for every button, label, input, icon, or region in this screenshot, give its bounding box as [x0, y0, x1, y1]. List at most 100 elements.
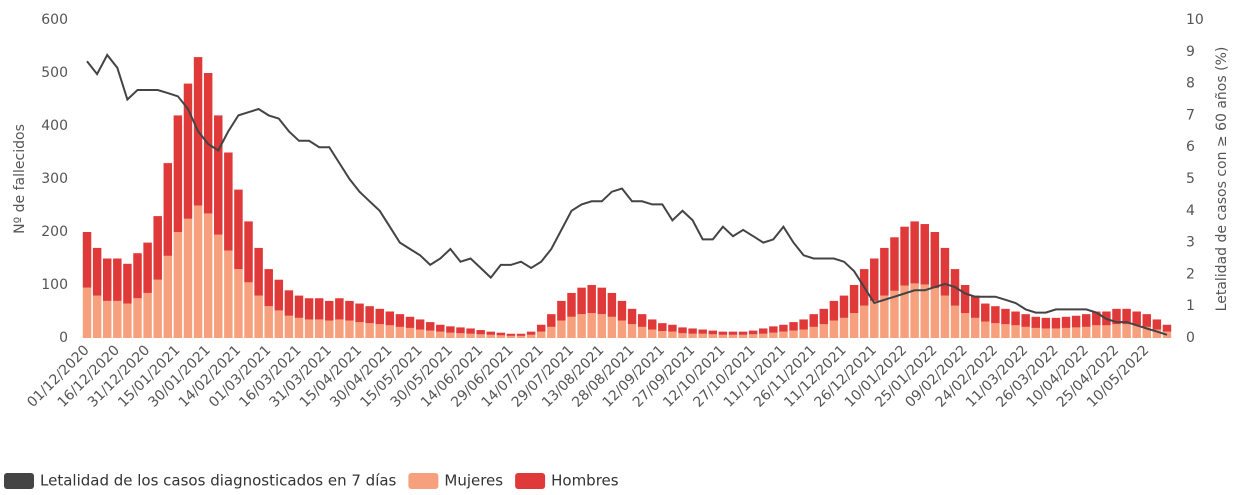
- bar: [294, 317, 304, 338]
- bar: [436, 324, 445, 332]
- bar: [859, 305, 869, 338]
- bar: [960, 313, 970, 338]
- bar: [617, 300, 627, 321]
- bar: [839, 295, 849, 318]
- bar: [637, 314, 647, 327]
- bar: [1112, 324, 1121, 338]
- y2-tick-label: 5: [1186, 171, 1195, 187]
- bar: [536, 324, 546, 332]
- bar: [1021, 314, 1030, 327]
- bar: [395, 314, 405, 327]
- bar: [627, 324, 637, 338]
- bar: [264, 269, 273, 307]
- bar: [647, 319, 657, 330]
- bar: [668, 331, 677, 338]
- bar: [224, 250, 233, 338]
- bar: [829, 320, 839, 338]
- bar: [526, 334, 536, 338]
- bar: [688, 328, 697, 334]
- bar: [304, 298, 314, 320]
- bar: [425, 330, 435, 338]
- legend-swatch: [515, 473, 546, 489]
- bar: [123, 303, 132, 338]
- line: [86, 53, 1168, 336]
- bar: [284, 315, 294, 338]
- y2-tick-label: 2: [1186, 266, 1195, 282]
- bar: [547, 326, 556, 338]
- bar: [1092, 325, 1101, 338]
- bar: [789, 322, 798, 331]
- bar: [234, 269, 243, 338]
- bar: [789, 330, 798, 338]
- bar: [214, 115, 223, 235]
- bar: [102, 300, 112, 338]
- bar: [930, 232, 940, 289]
- bar: [365, 306, 374, 324]
- bar: [658, 323, 667, 332]
- y2-tick-label: 1: [1186, 298, 1195, 314]
- bar: [1162, 324, 1172, 332]
- bar: [557, 300, 566, 321]
- bar: [395, 326, 405, 338]
- y2-axis-label: Letalidad de casos con ≥ 60 años (%): [1214, 47, 1230, 312]
- y-tick-label: 600: [41, 12, 68, 28]
- bar: [284, 290, 294, 316]
- bar: [940, 247, 950, 296]
- bar: [82, 287, 92, 338]
- bar: [627, 308, 637, 325]
- bar: [345, 300, 354, 321]
- y2-tick-label: 3: [1186, 235, 1195, 251]
- bar: [274, 279, 284, 311]
- bar: [506, 335, 516, 338]
- bar: [617, 320, 627, 338]
- bar: [1021, 326, 1030, 338]
- bar: [647, 329, 657, 338]
- bar: [981, 321, 990, 338]
- y2-tick-label: 6: [1186, 139, 1195, 155]
- bar: [900, 285, 909, 338]
- bar: [547, 314, 556, 327]
- bar: [870, 300, 879, 338]
- bar: [1132, 311, 1141, 326]
- bar: [991, 306, 1000, 324]
- bar: [335, 298, 344, 320]
- bar: [557, 320, 566, 338]
- bar: [940, 295, 950, 338]
- bar: [1001, 308, 1010, 325]
- bar: [1051, 317, 1061, 329]
- bar: [92, 247, 102, 296]
- bar: [688, 333, 697, 338]
- bar: [163, 255, 173, 338]
- bar: [244, 221, 253, 283]
- bar: [405, 327, 415, 338]
- bar: [163, 163, 173, 256]
- y-tick-label: 200: [41, 224, 68, 240]
- bar: [809, 314, 818, 327]
- bar: [728, 334, 738, 338]
- bar: [678, 333, 687, 338]
- bar: [123, 263, 132, 304]
- bar: [183, 83, 193, 219]
- bar: [133, 298, 142, 338]
- y-tick-label: 0: [59, 330, 68, 346]
- bar: [1041, 317, 1051, 329]
- bar: [244, 282, 253, 338]
- bar: [910, 221, 919, 284]
- bar: [1112, 308, 1121, 325]
- bar: [839, 317, 849, 338]
- bar: [890, 237, 899, 291]
- bar: [113, 258, 122, 301]
- bar: [365, 323, 374, 338]
- bar: [456, 333, 465, 338]
- bar: [597, 287, 607, 315]
- bar: [102, 258, 112, 301]
- y2-tick-label: 9: [1186, 44, 1195, 60]
- bar: [1152, 329, 1162, 338]
- bar: [920, 224, 929, 285]
- bar: [567, 316, 576, 338]
- bar: [1031, 327, 1040, 338]
- bar: [1081, 326, 1091, 338]
- bar: [496, 335, 506, 338]
- y-tick-label: 100: [41, 277, 68, 293]
